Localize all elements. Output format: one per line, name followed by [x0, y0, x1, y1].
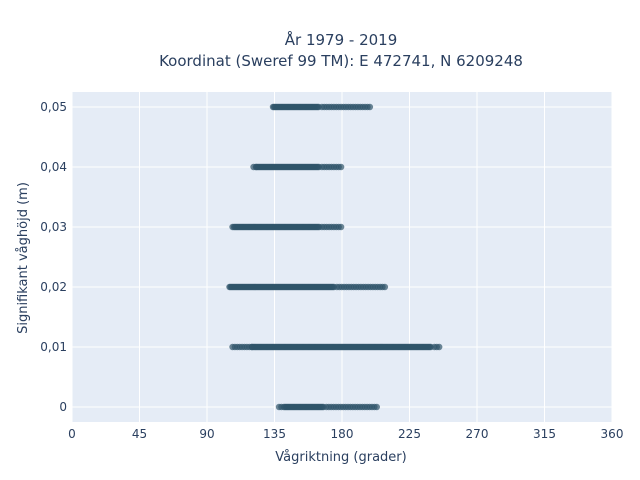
x-axis-title: Vågriktning (grader): [275, 450, 406, 465]
x-tick-label-3: 135: [263, 427, 286, 441]
data-point-35: [280, 403, 287, 411]
data-point-410: [337, 223, 345, 231]
cluster-4: [250, 163, 345, 171]
cluster-1: [229, 343, 443, 351]
cluster-2: [226, 283, 389, 291]
x-tick-label-1: 45: [132, 427, 147, 441]
y-tick-label-4: 0,04: [40, 160, 67, 174]
x-tick-label-0: 0: [68, 427, 76, 441]
x-tick-label-2: 90: [199, 427, 214, 441]
data-point-465: [252, 163, 260, 171]
chart-title-line2: Koordinat (Sweref 99 TM): E 472741, N 62…: [159, 52, 523, 70]
data-point-219: [436, 343, 443, 351]
y-tick-label-5: 0,05: [40, 100, 67, 114]
x-tick-label-7: 315: [533, 427, 556, 441]
x-axis-ticks: 0 45 90 135 180 225 270 315 360: [68, 427, 623, 441]
y-axis-ticks: 0 0,01 0,02 0,03 0,04 0,05: [40, 100, 67, 414]
x-tick-label-4: 180: [331, 427, 354, 441]
data-point-474: [337, 163, 345, 171]
data-points: [226, 103, 443, 411]
y-tick-label-3: 0,03: [40, 220, 67, 234]
data-point-401: [229, 223, 236, 231]
x-tick-label-8: 360: [601, 427, 624, 441]
y-axis-title: Signifikant våghöjd (m): [16, 182, 31, 334]
cluster-0: [275, 403, 380, 411]
data-point-57: [373, 403, 380, 411]
data-point-216: [248, 343, 255, 351]
cluster-5: [269, 103, 374, 111]
chart-title-line1: År 1979 - 2019: [285, 30, 398, 49]
cluster-3: [229, 223, 345, 231]
x-tick-label-5: 225: [398, 427, 421, 441]
y-tick-label-1: 0,01: [40, 340, 67, 354]
data-point-534: [366, 103, 374, 111]
x-tick-label-6: 270: [466, 427, 489, 441]
y-tick-label-2: 0,02: [40, 280, 67, 294]
y-tick-label-0: 0: [59, 400, 67, 414]
data-point-328: [381, 283, 389, 291]
